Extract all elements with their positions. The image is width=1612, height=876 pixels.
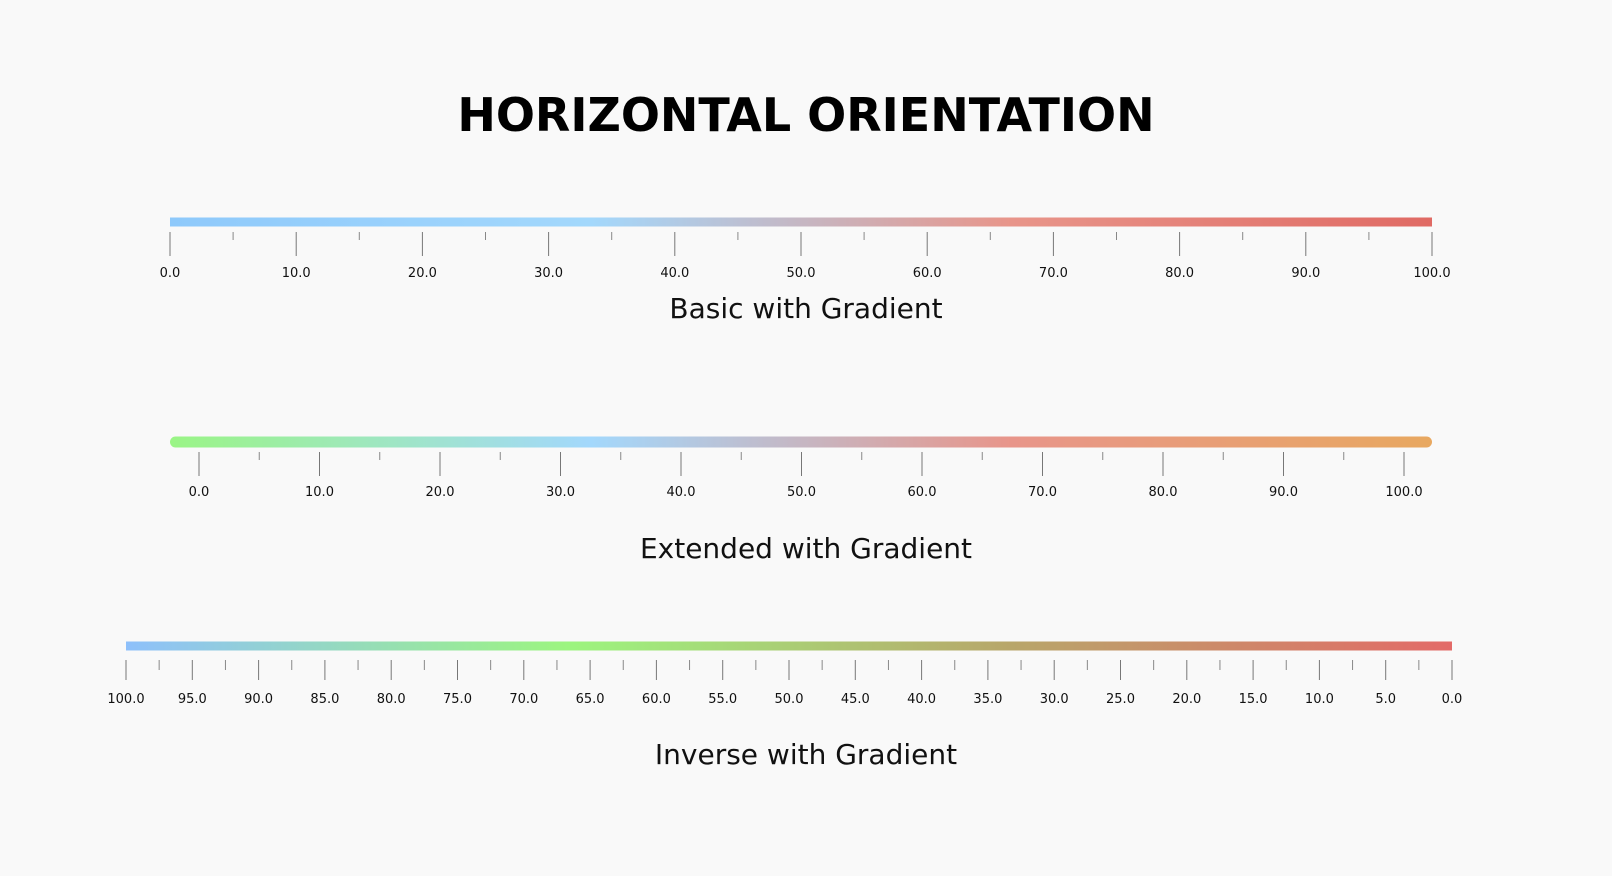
ruler-inverse-tick-label: 25.0	[1106, 692, 1135, 707]
ruler-basic-tick-label: 30.0	[534, 266, 563, 281]
ruler-inverse-tick-label: 90.0	[244, 692, 273, 707]
ruler-inverse-tick-label: 20.0	[1172, 692, 1201, 707]
ruler-inverse-tick-label: 35.0	[973, 692, 1002, 707]
ruler-inverse-tick-label: 5.0	[1375, 692, 1396, 707]
ruler-extended-gradient-bar	[170, 436, 1432, 448]
ruler-inverse-tick-label: 40.0	[907, 692, 936, 707]
ruler-inverse-tick-label: 70.0	[509, 692, 538, 707]
ruler-inverse-caption: Inverse with Gradient	[654, 738, 958, 771]
ruler-extended-tick-label: 20.0	[426, 485, 455, 500]
ruler-extended-tick-label: 50.0	[787, 485, 816, 500]
ruler-basic-tick-label: 60.0	[913, 266, 942, 281]
page-title: HORIZONTAL ORIENTATION	[457, 88, 1155, 142]
ruler-inverse-tick-label: 50.0	[775, 692, 804, 707]
ruler-extended-tick-label: 80.0	[1149, 485, 1178, 500]
ruler-basic-gradient-bar	[170, 217, 1432, 227]
ruler-inverse-tick-label: 10.0	[1305, 692, 1334, 707]
ruler-extended-tick-label: 70.0	[1028, 485, 1057, 500]
ruler-inverse-tick-label: 0.0	[1442, 692, 1463, 707]
ruler-extended-tick-label: 0.0	[189, 485, 210, 500]
ruler-basic-tick-label: 70.0	[1039, 266, 1068, 281]
ruler-inverse-tick-label: 100.0	[107, 692, 144, 707]
ruler-basic-tick-label: 40.0	[660, 266, 689, 281]
ruler-basic-tick-label: 90.0	[1291, 266, 1320, 281]
ruler-extended-caption: Extended with Gradient	[639, 532, 973, 565]
ruler-inverse-tick-label: 30.0	[1040, 692, 1069, 707]
ruler-inverse-tick-label: 45.0	[841, 692, 870, 707]
ruler-inverse-tick-label: 65.0	[576, 692, 605, 707]
ruler-basic-tick-label: 100.0	[1413, 266, 1450, 281]
ruler-extended-tick-label: 100.0	[1385, 485, 1422, 500]
ruler-extended-tick-label: 30.0	[546, 485, 575, 500]
ruler-inverse-tick-label: 80.0	[377, 692, 406, 707]
ruler-basic-tick-label: 80.0	[1165, 266, 1194, 281]
ruler-extended-tick-label: 60.0	[908, 485, 937, 500]
ruler-basic-tick-label: 20.0	[408, 266, 437, 281]
ruler-inverse-tick-label: 60.0	[642, 692, 671, 707]
ruler-inverse-tick-label: 85.0	[310, 692, 339, 707]
ruler-extended-tick-label: 10.0	[305, 485, 334, 500]
ruler-inverse-tick-label: 15.0	[1239, 692, 1268, 707]
ruler-extended-tick-label: 40.0	[667, 485, 696, 500]
ruler-inverse-tick-label: 75.0	[443, 692, 472, 707]
ruler-inverse-gradient-bar	[126, 641, 1452, 651]
ruler-basic-caption: Basic with Gradient	[669, 292, 943, 325]
ruler-inverse-tick-label: 55.0	[708, 692, 737, 707]
ruler-basic-tick-label: 10.0	[282, 266, 311, 281]
ruler-extended-tick-label: 90.0	[1269, 485, 1298, 500]
ruler-inverse-tick-label: 95.0	[178, 692, 207, 707]
ruler-basic-tick-label: 50.0	[787, 266, 816, 281]
ruler-basic-tick-label: 0.0	[160, 266, 181, 281]
